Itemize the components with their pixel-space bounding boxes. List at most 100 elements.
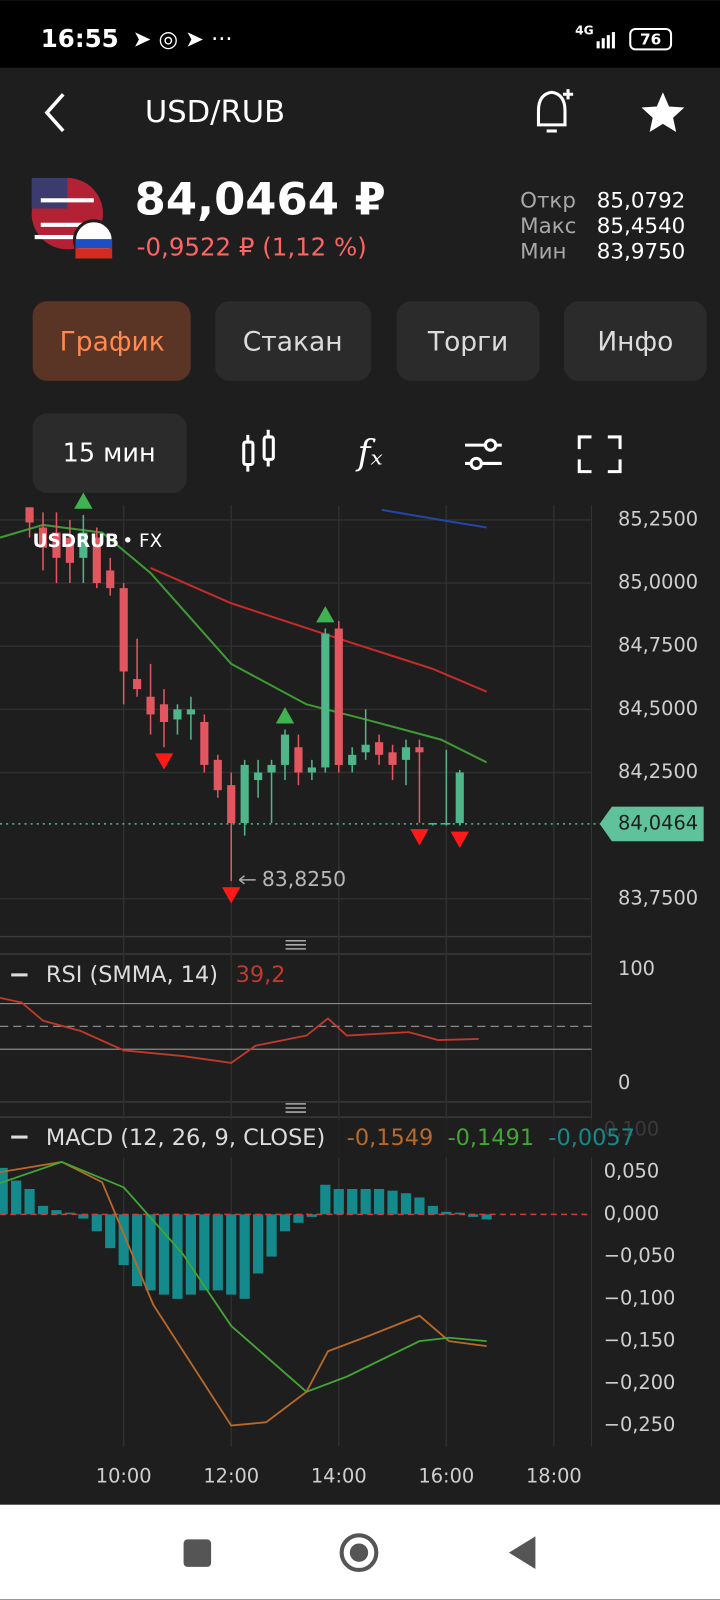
indicator-title: RSI (SMMA, 14): [46, 962, 218, 988]
x-tick-label: 12:00: [203, 1465, 259, 1488]
collapse-icon: [11, 973, 28, 977]
tab-label: Инфо: [597, 327, 673, 358]
fullscreen-button[interactable]: [577, 435, 622, 474]
histogram-bar: [373, 1188, 385, 1215]
histogram-bar: [118, 1214, 129, 1266]
y-tick-label: −0,200: [604, 1371, 676, 1394]
indicators-button[interactable]: 𝑓ₓ: [355, 433, 383, 473]
nav-recents[interactable]: [183, 1539, 212, 1567]
histogram-bar: [0, 1167, 8, 1215]
y-tick-label: 0,050: [604, 1160, 659, 1183]
back-button[interactable]: [44, 93, 65, 133]
histogram-bar: [306, 1214, 317, 1217]
favorite-button[interactable]: [641, 92, 685, 133]
sell-signal: [450, 831, 469, 848]
histogram-bar: [481, 1214, 492, 1220]
candle-body: [240, 764, 249, 824]
histogram-bar: [441, 1211, 452, 1215]
nav-back[interactable]: [508, 1536, 536, 1569]
stat-value: 85,0792: [597, 188, 686, 213]
histogram-bar: [400, 1193, 412, 1215]
x-tick-label: 16:00: [418, 1465, 474, 1488]
sell-signal: [410, 829, 429, 846]
candle-body: [106, 570, 115, 589]
candle-body: [25, 507, 34, 523]
stat-label: Макс: [520, 214, 576, 239]
candle-body: [428, 823, 437, 825]
buy-signal: [275, 707, 295, 724]
candle-body: [65, 537, 74, 563]
last-price-label: 84,0464: [618, 811, 698, 834]
y-tick-label: 84,7500: [618, 634, 698, 657]
battery: [629, 27, 673, 51]
histogram-bar: [132, 1214, 143, 1287]
candle-body: [227, 785, 236, 824]
last-price-badge: [599, 806, 704, 842]
tab[interactable]: [563, 301, 707, 381]
candle-body: [52, 532, 61, 558]
status-bar: [0, 0, 720, 68]
indicator-line: [0, 1160, 487, 1393]
tab[interactable]: [396, 301, 540, 381]
candle-body: [334, 628, 343, 765]
interval-button[interactable]: [32, 413, 187, 494]
candle-body: [388, 752, 397, 765]
candle-body: [159, 704, 169, 722]
moving-average: [381, 508, 487, 529]
interval-label: 15 мин: [63, 438, 156, 468]
histogram-bar: [333, 1188, 344, 1215]
candle-body: [455, 772, 464, 824]
histogram-bar: [226, 1214, 237, 1295]
histogram-bar: [158, 1214, 170, 1295]
currency-flag: [31, 177, 115, 262]
header-title: USD/RUB: [145, 95, 285, 130]
candle-body: [401, 747, 411, 760]
stat-label: Откр: [520, 188, 576, 213]
candle-body: [307, 767, 316, 773]
histogram-bar: [78, 1214, 89, 1219]
candle-body: [173, 709, 182, 720]
y-tick-label: 83,7500: [618, 886, 698, 909]
indicator-line: [0, 996, 479, 1064]
status-network: 4G: [575, 24, 594, 38]
chart-type-button[interactable]: [242, 429, 275, 472]
y-tick-label: 85,2500: [618, 507, 698, 530]
low-marker-label: 83,8250: [262, 867, 346, 891]
sell-signal: [154, 753, 174, 770]
stat-value: 85,4540: [597, 214, 686, 239]
histogram-bar: [212, 1214, 223, 1291]
stat-value: 83,9750: [597, 239, 686, 264]
histogram-bar: [64, 1212, 76, 1215]
candle-body: [361, 744, 370, 753]
candle-body: [321, 633, 330, 768]
tab[interactable]: [215, 301, 372, 381]
candle-body: [294, 747, 303, 773]
histogram-bar: [239, 1214, 250, 1299]
tab-active[interactable]: [32, 301, 191, 381]
candle-body: [442, 823, 451, 825]
tab-label: Стакан: [243, 327, 343, 358]
histogram-bar: [427, 1205, 438, 1215]
candle-body: [92, 537, 101, 584]
y-tick-label: −0,250: [604, 1413, 676, 1436]
histogram-bar: [468, 1214, 479, 1217]
y-tick-label: 84,2500: [618, 760, 698, 783]
alert-button[interactable]: [536, 89, 574, 133]
candle-body: [415, 747, 424, 753]
candle-body: [119, 588, 128, 672]
histogram-bar: [145, 1214, 156, 1291]
candle-body: [213, 759, 222, 791]
histogram-bar: [279, 1214, 291, 1232]
nav-home[interactable]: [339, 1533, 379, 1573]
y-tick-label: −0,100: [604, 1286, 676, 1309]
candle-body: [79, 532, 88, 558]
candle-body: [348, 754, 357, 765]
settings-button[interactable]: [465, 438, 502, 471]
histogram-bar: [266, 1214, 277, 1257]
collapse-icon: [11, 1135, 28, 1139]
buy-signal: [74, 492, 93, 509]
battery-level: 76: [640, 31, 661, 49]
histogram-bar: [454, 1212, 465, 1215]
chart-area: 10:00 12:00 14:00 16:00 18:00 85,2500 85,0000 8…: [0, 492, 704, 1488]
y-tick-label: −0,050: [604, 1244, 676, 1267]
